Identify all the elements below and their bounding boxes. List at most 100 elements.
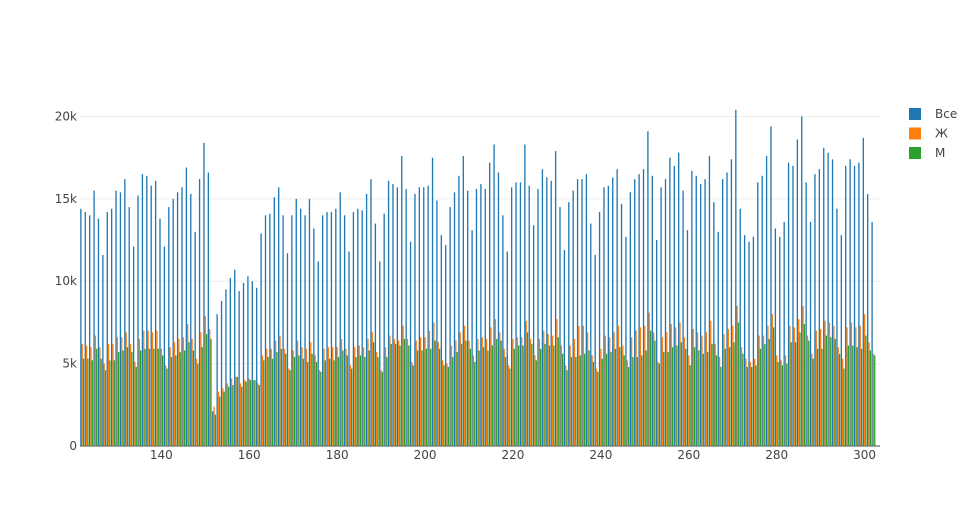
bar[interactable] [423,187,425,446]
bar[interactable] [121,337,123,446]
bar[interactable] [847,345,850,447]
bar[interactable] [535,360,537,446]
bar[interactable] [645,350,647,446]
bar[interactable] [381,371,384,446]
bar[interactable] [431,157,434,447]
bar[interactable] [449,207,451,446]
bar[interactable] [532,225,535,446]
bar[interactable] [210,338,212,446]
bar[interactable] [81,343,83,446]
bar[interactable] [540,348,542,446]
bar[interactable] [752,236,755,446]
bar[interactable] [349,365,351,446]
bar[interactable] [762,335,765,446]
bar[interactable] [327,347,330,446]
bar[interactable] [566,370,568,446]
bar[interactable] [223,391,225,446]
bar[interactable] [698,350,700,446]
bar[interactable] [510,187,513,446]
bar[interactable] [784,355,787,446]
bar[interactable] [833,325,835,446]
bar[interactable] [96,348,98,446]
bar[interactable] [490,327,492,446]
bar[interactable] [776,355,778,446]
bar[interactable] [244,380,246,446]
bar[interactable] [748,241,750,446]
bar[interactable] [198,179,201,446]
bar[interactable] [148,348,151,446]
bar[interactable] [91,360,93,446]
bar[interactable] [830,337,832,446]
bar[interactable] [227,386,230,446]
bar[interactable] [332,347,334,446]
bar[interactable] [688,355,690,446]
bar[interactable] [106,212,108,446]
bar[interactable] [705,332,708,446]
bar[interactable] [367,338,369,446]
bar[interactable] [212,411,214,446]
bar[interactable] [84,212,86,446]
bar[interactable] [521,337,523,446]
bar[interactable] [868,342,870,446]
bar[interactable] [869,350,871,446]
bar[interactable] [840,235,842,446]
bar[interactable] [630,337,633,446]
bar[interactable] [865,335,867,446]
legend-item[interactable]: М [909,146,945,160]
bar[interactable] [496,338,498,446]
bar[interactable] [484,188,486,446]
bar[interactable] [364,357,366,446]
bar[interactable] [238,291,240,446]
bar[interactable] [774,228,777,446]
bar[interactable] [518,345,520,447]
bar[interactable] [554,151,557,446]
bar[interactable] [157,348,159,446]
bar[interactable] [428,330,431,446]
bar[interactable] [213,406,215,446]
bar[interactable] [308,198,311,446]
bar[interactable] [361,210,363,446]
bar[interactable] [576,179,579,446]
bar[interactable] [185,167,188,447]
bar[interactable] [717,231,719,446]
bar[interactable] [626,360,628,446]
bar[interactable] [141,174,144,446]
bar[interactable] [622,345,624,447]
bar[interactable] [304,215,306,446]
bar[interactable] [841,358,844,446]
bar[interactable] [314,355,316,446]
bar[interactable] [489,162,491,447]
bar[interactable] [446,363,448,446]
bar[interactable] [811,353,813,446]
legend[interactable]: Все ЖМ [909,107,957,160]
bar[interactable] [846,327,848,446]
bar[interactable] [282,215,284,446]
bar[interactable] [647,131,649,447]
bar[interactable] [625,236,627,446]
bar[interactable] [794,342,797,446]
bar[interactable] [245,381,247,446]
bar[interactable] [509,368,511,446]
bar[interactable] [500,340,502,446]
bar[interactable] [860,348,863,446]
bar[interactable] [658,363,660,446]
bar[interactable] [170,357,173,446]
bar[interactable] [815,330,817,446]
bar[interactable] [402,325,404,446]
bar[interactable] [119,192,122,446]
bar[interactable] [601,358,603,446]
bar[interactable] [513,348,515,446]
bar[interactable] [276,352,278,446]
bar[interactable] [107,343,110,446]
bar[interactable] [674,327,677,446]
bar[interactable] [82,358,85,446]
bar[interactable] [456,352,458,446]
bar[interactable] [727,329,730,446]
bar[interactable] [405,188,407,446]
bar[interactable] [126,347,129,446]
bar[interactable] [553,345,555,447]
bar[interactable] [260,233,262,446]
bar[interactable] [430,348,432,446]
bar[interactable] [714,343,716,446]
bar[interactable] [247,276,249,446]
